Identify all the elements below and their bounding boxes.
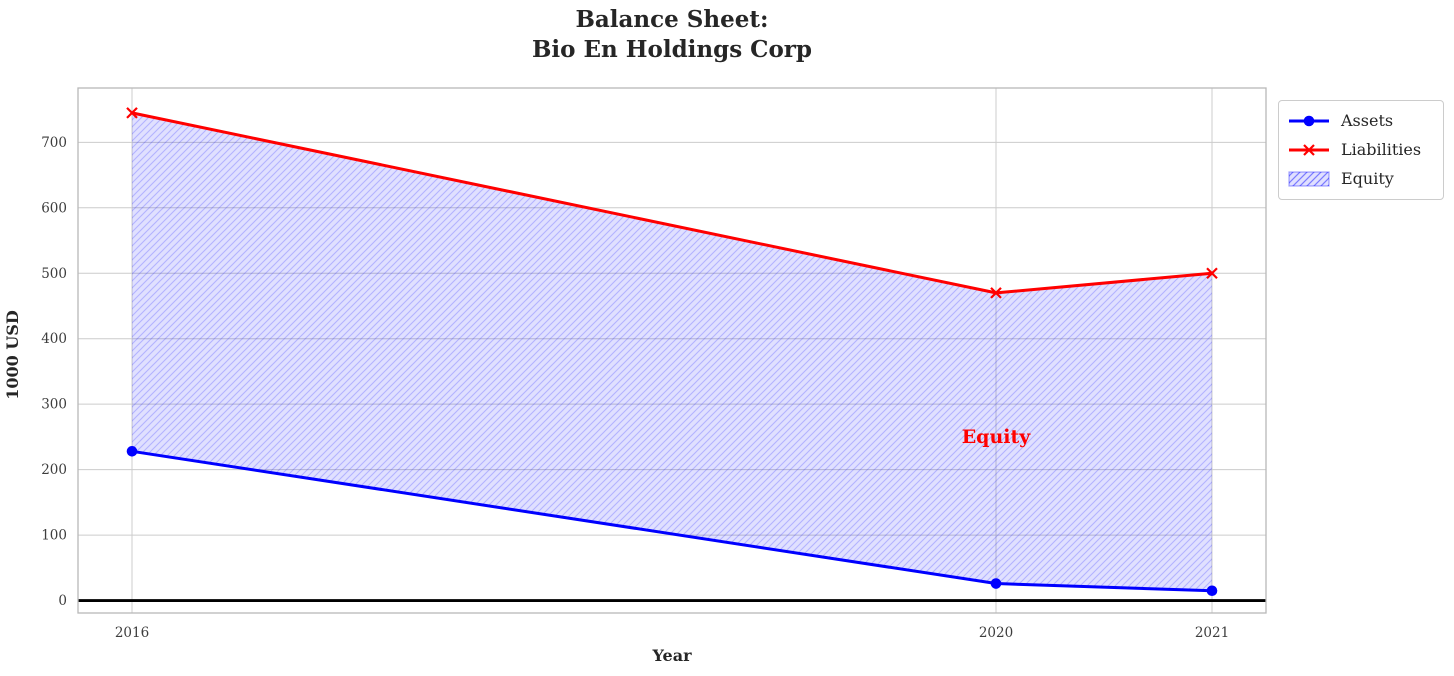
legend-label-assets: Assets	[1341, 111, 1394, 130]
legend-item-assets: Assets	[1288, 109, 1434, 133]
y-tick-label: 500	[41, 266, 67, 282]
assets-line-swatch-icon	[1288, 112, 1330, 130]
y-tick-label: 400	[41, 331, 67, 347]
chart-title-line2: Bio En Holdings Corp	[531, 36, 813, 63]
liabilities-marker	[990, 287, 1002, 299]
x-tick-label: 2016	[115, 625, 149, 641]
axes-border	[77, 87, 1267, 614]
legend-label-liabilities: Liabilities	[1341, 140, 1422, 159]
y-tick-label: 600	[41, 200, 67, 216]
liabilities-marker	[1206, 267, 1218, 280]
liabilities-marker	[126, 107, 138, 119]
chart-title-line1: Balance Sheet:	[575, 6, 769, 33]
legend: Assets Liabilities Equity	[1278, 100, 1444, 200]
assets-marker	[990, 578, 1002, 589]
x-tick-label: 2021	[1195, 625, 1229, 641]
equity-annotation: Equity	[961, 425, 1031, 448]
legend-item-equity: Equity	[1288, 167, 1434, 191]
chart-title: Balance Sheet: Bio En Holdings Corp	[78, 5, 1266, 65]
y-tick-label: 700	[41, 135, 67, 151]
x-tick-label: 2020	[979, 625, 1013, 641]
equity-patch-swatch-icon	[1288, 170, 1330, 188]
x-axis-label: Year	[652, 646, 692, 665]
y-axis-label: 1000 USD	[3, 310, 22, 400]
y-tick-label: 200	[41, 462, 67, 478]
liabilities-line-swatch-icon	[1288, 141, 1330, 159]
y-tick-label: 300	[41, 397, 67, 413]
y-tick-label: 0	[58, 593, 67, 609]
equity-fill-hatch	[132, 112, 1212, 591]
assets-marker	[1206, 585, 1218, 597]
assets-marker	[126, 446, 138, 457]
legend-label-equity: Equity	[1341, 169, 1394, 188]
y-tick-label: 100	[41, 528, 67, 544]
legend-item-liabilities: Liabilities	[1288, 138, 1434, 162]
